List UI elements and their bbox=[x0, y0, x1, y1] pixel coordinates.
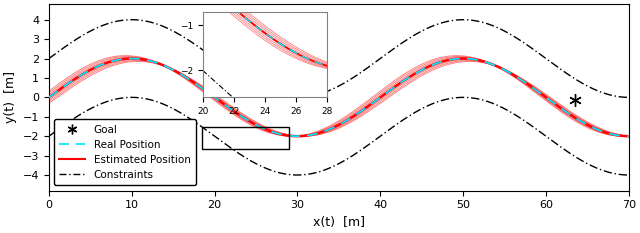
Y-axis label: y(t)  [m]: y(t) [m] bbox=[4, 71, 17, 123]
X-axis label: x(t)  [m]: x(t) [m] bbox=[313, 216, 365, 229]
Bar bbox=[202, 127, 289, 149]
Legend: Goal, Real Position, Estimated Position, Constraints: Goal, Real Position, Estimated Position,… bbox=[54, 119, 196, 185]
